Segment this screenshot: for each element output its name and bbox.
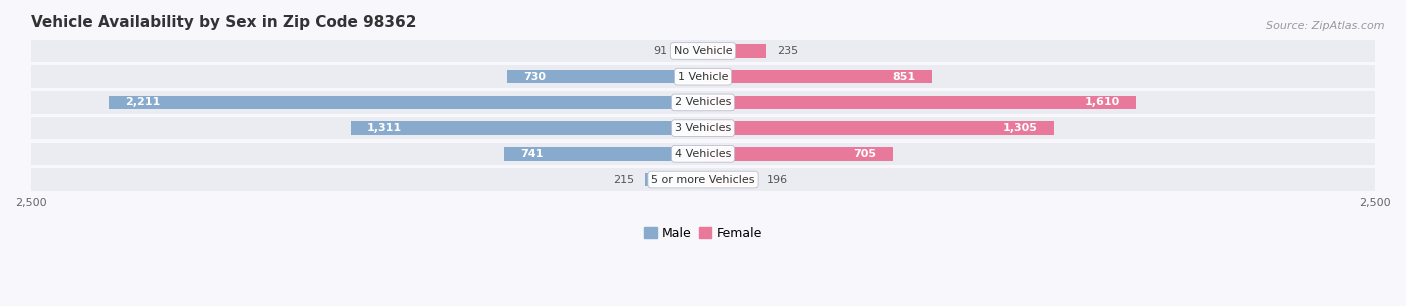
Bar <box>703 121 1054 135</box>
Text: 705: 705 <box>853 149 876 159</box>
Text: 235: 235 <box>778 46 799 56</box>
Text: No Vehicle: No Vehicle <box>673 46 733 56</box>
Text: 2,211: 2,211 <box>125 97 160 107</box>
Bar <box>108 96 703 109</box>
Bar <box>503 147 703 161</box>
Text: 215: 215 <box>613 174 634 185</box>
Text: 196: 196 <box>766 174 787 185</box>
Legend: Male, Female: Male, Female <box>640 222 766 245</box>
Bar <box>703 173 755 186</box>
Text: 1 Vehicle: 1 Vehicle <box>678 72 728 82</box>
Text: 730: 730 <box>523 72 546 82</box>
Bar <box>31 91 1375 114</box>
Text: Vehicle Availability by Sex in Zip Code 98362: Vehicle Availability by Sex in Zip Code … <box>31 15 416 30</box>
Text: 1,610: 1,610 <box>1084 97 1119 107</box>
Text: 741: 741 <box>520 149 543 159</box>
Bar <box>350 121 703 135</box>
Bar <box>703 70 932 83</box>
Bar <box>679 44 703 58</box>
Text: 4 Vehicles: 4 Vehicles <box>675 149 731 159</box>
Text: 5 or more Vehicles: 5 or more Vehicles <box>651 174 755 185</box>
Bar <box>31 168 1375 191</box>
Text: 2 Vehicles: 2 Vehicles <box>675 97 731 107</box>
Bar <box>703 44 766 58</box>
Text: 851: 851 <box>893 72 915 82</box>
Text: Source: ZipAtlas.com: Source: ZipAtlas.com <box>1267 21 1385 32</box>
Text: 3 Vehicles: 3 Vehicles <box>675 123 731 133</box>
Bar <box>31 143 1375 165</box>
Bar <box>31 117 1375 140</box>
Text: 1,311: 1,311 <box>367 123 402 133</box>
Bar <box>31 40 1375 62</box>
Text: 91: 91 <box>654 46 668 56</box>
Bar <box>703 96 1136 109</box>
Bar <box>31 65 1375 88</box>
Bar <box>506 70 703 83</box>
Bar <box>645 173 703 186</box>
Text: 1,305: 1,305 <box>1002 123 1038 133</box>
Bar <box>703 147 893 161</box>
